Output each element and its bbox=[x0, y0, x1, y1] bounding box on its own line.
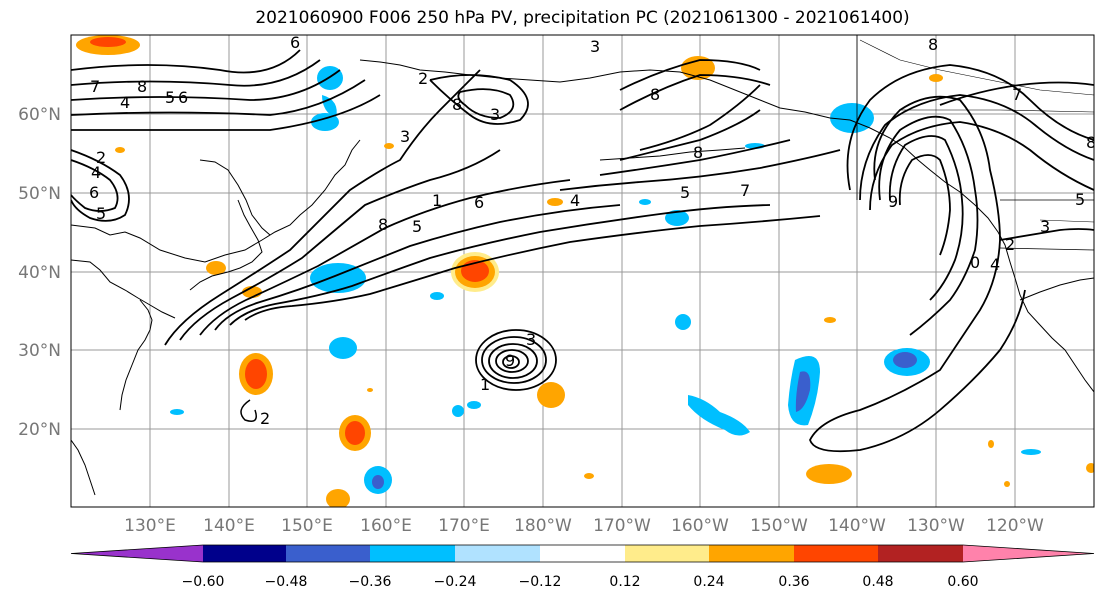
lon-label: 150°W bbox=[750, 516, 808, 536]
lon-label: 140°E bbox=[203, 516, 255, 536]
contour-label: 5 bbox=[165, 88, 175, 107]
lat-label: 20°N bbox=[18, 420, 61, 440]
contour-label: 2 bbox=[260, 409, 270, 428]
contour-label: 8 bbox=[693, 143, 703, 162]
contour-label: 3 bbox=[400, 127, 410, 146]
colorbar-segment bbox=[286, 545, 370, 562]
plot-frame bbox=[70, 34, 1095, 508]
colorbar-tick-label: −0.60 bbox=[182, 574, 225, 590]
contour-label: 8 bbox=[1086, 133, 1096, 152]
lat-label: 40°N bbox=[18, 263, 61, 283]
contour-label: 8 bbox=[452, 95, 462, 114]
colorbar-tick-label: 0.24 bbox=[693, 574, 724, 590]
colorbar-segment bbox=[370, 545, 455, 562]
lon-label: 120°W bbox=[986, 516, 1044, 536]
contour-label: 5 bbox=[412, 217, 422, 236]
pv-contours bbox=[71, 49, 1094, 453]
colorbar-tick-label: −0.12 bbox=[519, 574, 562, 590]
colorbar-tick-label: 0.60 bbox=[947, 574, 978, 590]
colorbar-segment bbox=[625, 545, 709, 562]
contour-labels: 7 8 4 5 6 2 4 6 5 3 2 3 8 5 8 7 6 4 8 5 … bbox=[89, 33, 1096, 428]
lon-labels: 130°E 140°E 150°E 160°E 170°E 180°W 170°… bbox=[124, 516, 1044, 536]
lon-label: 150°E bbox=[281, 516, 333, 536]
colorbar-ticks: −0.60 −0.48 −0.36 −0.24 −0.12 0.12 0.24 … bbox=[182, 574, 979, 590]
lon-label: 180°W bbox=[514, 516, 572, 536]
contour-label: 6 bbox=[290, 33, 300, 52]
lon-label: 130°W bbox=[907, 516, 965, 536]
contour-label: 5 bbox=[96, 204, 106, 223]
contour-label: 4 bbox=[120, 93, 130, 112]
contour-label: 3 bbox=[1040, 217, 1050, 236]
contour-label: 4 bbox=[570, 191, 580, 210]
contour-label: 2 bbox=[418, 69, 428, 88]
contour-label: 8 bbox=[378, 215, 388, 234]
colorbar-segment bbox=[455, 545, 540, 562]
lat-label: 60°N bbox=[18, 105, 61, 125]
contour-label: 9 bbox=[888, 192, 898, 211]
lon-label: 170°W bbox=[593, 516, 651, 536]
colorbar-tick-label: 0.36 bbox=[778, 574, 809, 590]
colorbar-segments bbox=[70, 544, 1095, 563]
contour-label: 2 bbox=[96, 148, 106, 167]
colorbar-tick-label: 0.12 bbox=[609, 574, 640, 590]
colorbar: −0.60 −0.48 −0.36 −0.24 −0.12 0.12 0.24 … bbox=[70, 544, 1095, 590]
colorbar-segment bbox=[203, 545, 286, 562]
contour-label: 4 bbox=[91, 163, 101, 182]
lon-label: 160°W bbox=[671, 516, 729, 536]
contour-label: 6 bbox=[89, 183, 99, 202]
contour-label: 1 bbox=[432, 191, 442, 210]
colorbar-segment bbox=[963, 545, 1094, 562]
precip-shading bbox=[76, 35, 1094, 507]
lon-label: 130°E bbox=[124, 516, 176, 536]
contour-label: 3 bbox=[590, 37, 600, 56]
lon-label: 160°E bbox=[360, 516, 412, 536]
colorbar-segment bbox=[71, 545, 203, 562]
contour-label: 4 bbox=[990, 255, 1000, 274]
colorbar-outline bbox=[70, 544, 1095, 563]
contour-label: 8 bbox=[137, 77, 147, 96]
colorbar-tick-label: −0.24 bbox=[434, 574, 477, 590]
contour-label: 8 bbox=[650, 85, 660, 104]
contour-label: 5 bbox=[680, 183, 690, 202]
colorbar-segment bbox=[540, 545, 625, 562]
lon-label: 140°W bbox=[828, 516, 886, 536]
contour-label: 3 bbox=[526, 330, 536, 349]
contour-label: 7 bbox=[740, 181, 750, 200]
contour-label: 5 bbox=[1075, 190, 1085, 209]
colorbar-segment bbox=[709, 545, 794, 562]
contour-label: 9 bbox=[505, 351, 515, 370]
lon-label: 170°E bbox=[438, 516, 490, 536]
contour-label: 7 bbox=[1012, 85, 1022, 104]
map-title: 2021060900 F006 250 hPa PV, precipitatio… bbox=[255, 8, 910, 28]
colorbar-tick-label: −0.36 bbox=[349, 574, 392, 590]
colorbar-tick-label: 0.48 bbox=[862, 574, 893, 590]
colorbar-segment bbox=[878, 545, 963, 562]
contour-label: 3 bbox=[490, 105, 500, 124]
contour-label: 7 bbox=[90, 77, 100, 96]
lat-label: 30°N bbox=[18, 341, 61, 361]
lat-label: 50°N bbox=[18, 184, 61, 204]
coastlines bbox=[71, 35, 1094, 496]
contour-label: 0 bbox=[970, 253, 980, 272]
contour-label: 8 bbox=[928, 35, 938, 54]
colorbar-tick-label: −0.48 bbox=[265, 574, 308, 590]
contour-label: 1 bbox=[480, 375, 490, 394]
contour-label: 6 bbox=[178, 88, 188, 107]
contour-label: 6 bbox=[474, 193, 484, 212]
lat-labels: 60°N 50°N 40°N 30°N 20°N bbox=[18, 105, 61, 440]
contour-label: 2 bbox=[1005, 235, 1015, 254]
colorbar-segment bbox=[794, 545, 878, 562]
